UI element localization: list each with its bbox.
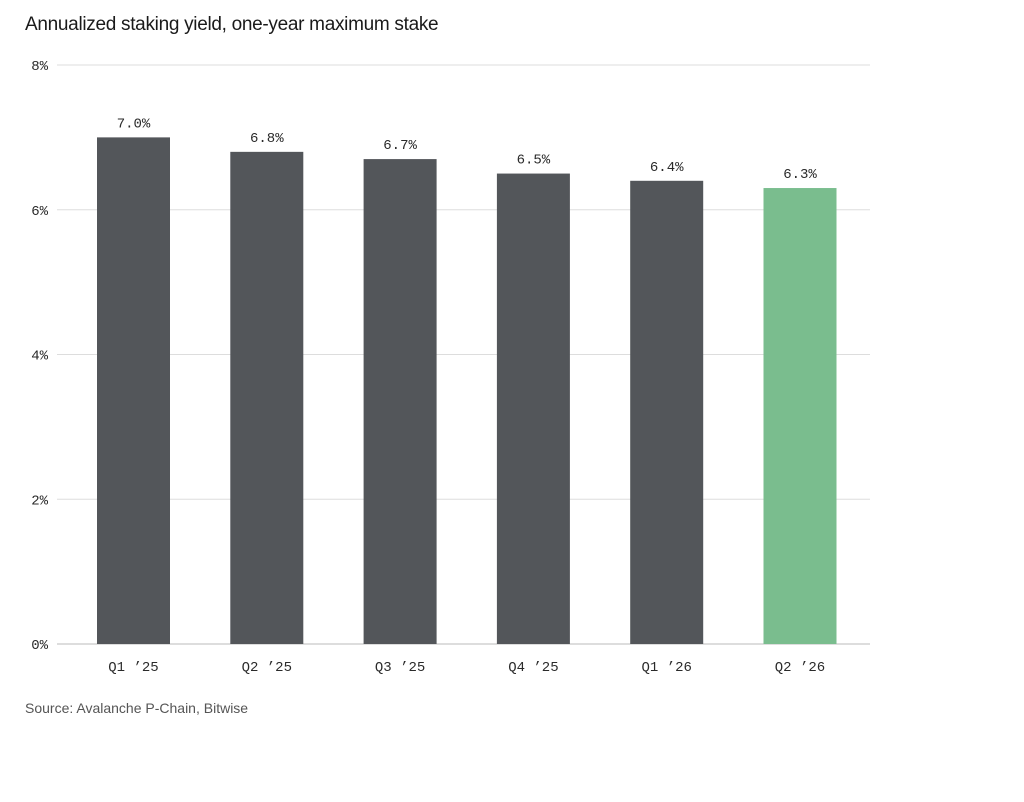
value-labels: 7.0% 6.8% 6.7% 6.5% 6.4% 6.3% — [117, 116, 818, 183]
value-label-4: 6.4% — [650, 160, 684, 176]
x-tick-label-4: Q1 ’26 — [641, 660, 691, 676]
bar-2 — [363, 159, 437, 644]
y-tick-label: 0% — [31, 638, 48, 654]
bar-1 — [230, 151, 304, 644]
y-tick-label: 2% — [31, 493, 48, 509]
value-label-3: 6.5% — [517, 153, 551, 169]
chart-source: Source: Avalanche P-Chain, Bitwise — [25, 700, 249, 716]
x-tick-label-3: Q4 ’25 — [508, 660, 558, 676]
y-axis-ticks: 0% 2% 4% 6% 8% — [31, 59, 48, 654]
x-axis-ticks: Q1 ’25 Q2 ’25 Q3 ’25 Q4 ’25 Q1 ’26 Q2 ’26 — [108, 660, 825, 676]
grid-lines — [57, 64, 870, 645]
bars — [97, 137, 837, 645]
chart-title: Annualized staking yield, one-year maxim… — [25, 14, 439, 35]
x-tick-label-0: Q1 ’25 — [108, 660, 158, 676]
value-label-1: 6.8% — [250, 131, 284, 147]
x-tick-label-2: Q3 ’25 — [375, 660, 425, 676]
value-label-2: 6.7% — [383, 138, 417, 154]
bar-3 — [496, 173, 570, 644]
y-tick-label: 8% — [31, 59, 48, 75]
x-tick-label-5: Q2 ’26 — [775, 660, 825, 676]
y-tick-label: 6% — [31, 204, 48, 220]
x-tick-label-1: Q2 ’25 — [242, 660, 292, 676]
value-label-0: 7.0% — [117, 116, 151, 132]
bar-0 — [97, 137, 170, 644]
value-label-5: 6.3% — [783, 167, 817, 183]
bar-5 — [763, 188, 837, 644]
bar-4 — [630, 180, 704, 645]
y-tick-label: 4% — [31, 349, 48, 365]
